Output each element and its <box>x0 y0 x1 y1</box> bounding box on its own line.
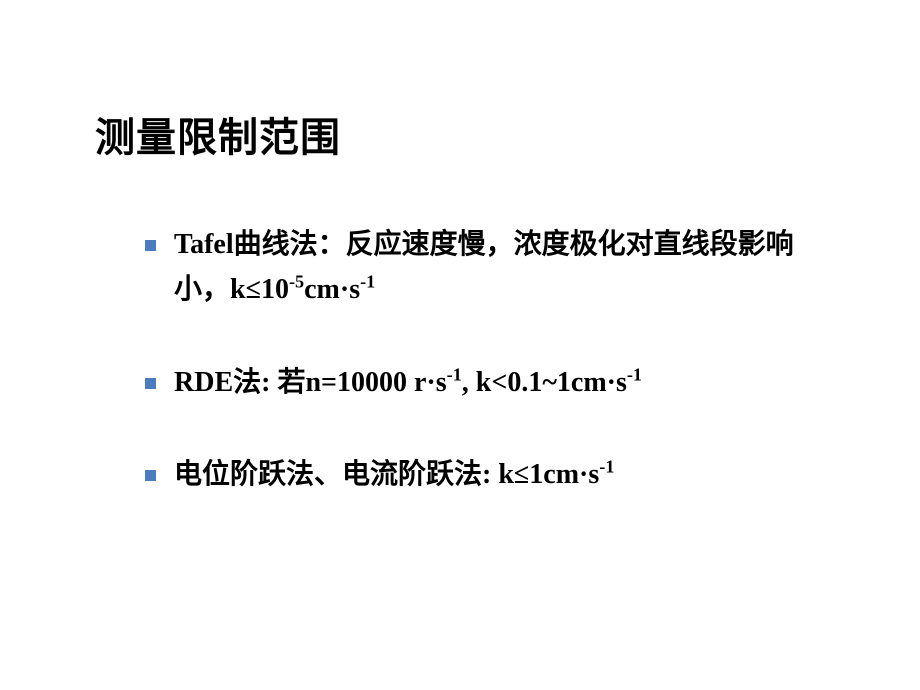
superscript: -1 <box>360 271 375 291</box>
bullet-text-part: 电位阶跃法、电流阶跃法: k≤1cm·s <box>174 459 599 490</box>
slide-title: 测量限制范围 <box>95 105 825 163</box>
bullet-text: RDE法: 若n=10000 r·s-1, k<0.1~1cm·s-1 <box>174 361 825 406</box>
bullet-text-part: cm·s <box>304 274 360 305</box>
bullet-text: Tafel曲线法：反应速度慢，浓度极化对直线段影响小，k≤10-5cm·s-1 <box>174 223 825 313</box>
superscript: -5 <box>289 271 304 291</box>
bullet-item: 电位阶跃法、电流阶跃法: k≤1cm·s-1 <box>145 453 825 498</box>
square-bullet-icon <box>145 240 156 251</box>
bullet-item: RDE法: 若n=10000 r·s-1, k<0.1~1cm·s-1 <box>145 361 825 406</box>
superscript: -1 <box>447 364 462 384</box>
square-bullet-icon <box>145 470 156 481</box>
square-bullet-icon <box>145 378 156 389</box>
bullet-item: Tafel曲线法：反应速度慢，浓度极化对直线段影响小，k≤10-5cm·s-1 <box>145 223 825 313</box>
bullet-list: Tafel曲线法：反应速度慢，浓度极化对直线段影响小，k≤10-5cm·s-1 … <box>95 223 825 498</box>
slide-container: 测量限制范围 Tafel曲线法：反应速度慢，浓度极化对直线段影响小，k≤10-5… <box>0 0 920 606</box>
superscript: -1 <box>627 364 642 384</box>
bullet-text-part: RDE法: 若n=10000 r·s <box>174 367 447 398</box>
superscript: -1 <box>599 457 614 477</box>
bullet-text-part: Tafel曲线法：反应速度慢，浓度极化对直线段影响小，k≤10 <box>174 229 794 305</box>
bullet-text: 电位阶跃法、电流阶跃法: k≤1cm·s-1 <box>174 453 825 498</box>
bullet-text-part: , k<0.1~1cm·s <box>462 367 627 398</box>
